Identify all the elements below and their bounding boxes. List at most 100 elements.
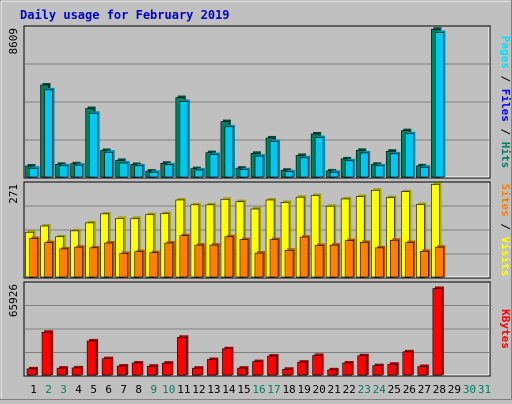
bar-kbytes-day-22: [342, 362, 352, 376]
legend-item: KBytes: [499, 309, 512, 349]
bar-sites-day-19: [299, 236, 309, 278]
bar-kbytes-day-9: [146, 365, 157, 376]
bar-files-day-24: [374, 165, 384, 178]
bar-files-day-7: [119, 162, 129, 178]
bar-files-day-27: [420, 166, 429, 178]
legend-item: Hits: [499, 142, 512, 169]
bar-sites-day-28: [435, 246, 444, 278]
bar-files-day-8: [134, 165, 144, 178]
x-tick-label: 10: [162, 383, 175, 396]
x-tick-label: 24: [373, 383, 387, 396]
bar-sites-day-27: [420, 251, 429, 278]
bar-kbytes-day-3: [56, 367, 67, 376]
bar-kbytes-day-6: [101, 358, 112, 376]
legend: Sites / Visits: [499, 184, 512, 277]
bar-files-day-15: [239, 169, 249, 178]
bar-sites-day-6: [104, 242, 113, 278]
panel-hits-files: 8609 Pages / Files / Hits: [7, 25, 512, 179]
panel-visits-sites: 271 Sites / Visits: [7, 181, 512, 279]
legend-item: Pages: [499, 36, 512, 69]
bar-files-day-2: [44, 89, 53, 178]
x-tick-label: 25: [388, 383, 401, 396]
bar-sites-day-4: [74, 246, 83, 278]
x-tick-label: 18: [282, 383, 295, 396]
bar-files-day-22: [344, 160, 354, 178]
bar-kbytes-day-20: [312, 355, 322, 376]
x-tick-label: 7: [120, 383, 127, 396]
bar-sites-day-14: [224, 236, 234, 278]
bar-files-day-9: [149, 171, 159, 178]
bar-kbytes-day-4: [71, 367, 82, 376]
bar-sites-day-20: [314, 245, 324, 278]
bar-kbytes-day-19: [297, 361, 307, 376]
bar-kbytes-day-13: [207, 359, 217, 376]
x-tick-label: 9: [150, 383, 157, 396]
bar-kbytes-day-23: [357, 355, 368, 376]
bar-kbytes-day-16: [252, 361, 262, 376]
bar-kbytes-day-14: [222, 348, 232, 376]
x-tick-label: 21: [328, 383, 341, 396]
x-tick-label: 1: [30, 383, 37, 396]
legend-separator: /: [499, 217, 512, 237]
bar-files-day-5: [89, 112, 98, 178]
x-tick-label: 26: [403, 383, 416, 396]
bar-kbytes-day-17: [267, 355, 277, 376]
bar-sites-day-11: [179, 235, 189, 278]
bar-kbytes-day-24: [372, 365, 383, 376]
legend-item: Visits: [499, 237, 512, 277]
x-tick-label: 14: [222, 383, 236, 396]
bar-sites-day-5: [89, 247, 98, 278]
x-tick-label: 29: [448, 383, 461, 396]
x-tick-label: 31: [478, 383, 491, 396]
x-tick-label: 17: [267, 383, 280, 396]
bar-sites-day-3: [59, 248, 68, 278]
bar-kbytes-day-21: [327, 369, 337, 376]
bar-kbytes-day-11: [177, 337, 187, 376]
legend-separator: /: [499, 69, 512, 89]
bar-files-day-3: [59, 165, 68, 178]
x-tick-label: 23: [358, 383, 371, 396]
bar-kbytes-day-1: [26, 368, 37, 376]
legend: KBytes: [499, 309, 512, 349]
bar-sites-day-24: [374, 247, 384, 278]
bar-files-day-23: [359, 152, 369, 178]
y-max-label: 65926: [7, 284, 20, 317]
bar-files-day-19: [299, 157, 309, 178]
legend: Pages / Files / Hits: [499, 36, 512, 169]
bar-kbytes-day-18: [282, 368, 292, 376]
bar-kbytes-day-28: [432, 288, 443, 376]
bar-files-day-18: [284, 171, 294, 178]
bar-files-day-13: [209, 154, 219, 178]
bar-kbytes-day-10: [162, 362, 172, 376]
legend-separator: /: [499, 122, 512, 142]
bar-sites-day-8: [134, 251, 144, 278]
bar-kbytes-day-26: [402, 351, 413, 376]
x-tick-label: 12: [192, 383, 205, 396]
bar-sites-day-26: [405, 242, 414, 278]
x-tick-label: 3: [60, 383, 67, 396]
x-tick-label: 16: [252, 383, 265, 396]
bar-kbytes-day-27: [417, 366, 428, 376]
bar-kbytes-day-7: [116, 365, 127, 376]
x-tick-label: 6: [105, 383, 112, 396]
x-tick-label: 30: [463, 383, 476, 396]
x-tick-label: 20: [313, 383, 326, 396]
bar-kbytes-day-12: [192, 367, 202, 376]
bar-sites-day-25: [389, 239, 399, 278]
bar-kbytes-day-15: [237, 367, 247, 376]
x-tick-label: 8: [135, 383, 142, 396]
legend-item: Files: [499, 89, 512, 122]
bar-files-day-6: [104, 151, 113, 178]
bar-sites-day-23: [359, 242, 369, 278]
bar-sites-day-21: [329, 244, 339, 278]
bar-files-day-28: [435, 32, 444, 178]
x-tick-label: 4: [75, 383, 82, 396]
bar-files-day-11: [179, 101, 189, 178]
bar-sites-day-18: [284, 249, 294, 278]
legend-item: Sites: [499, 184, 512, 217]
bar-files-day-10: [164, 164, 174, 178]
x-tick-label: 27: [418, 383, 431, 396]
bar-sites-day-13: [209, 244, 219, 278]
